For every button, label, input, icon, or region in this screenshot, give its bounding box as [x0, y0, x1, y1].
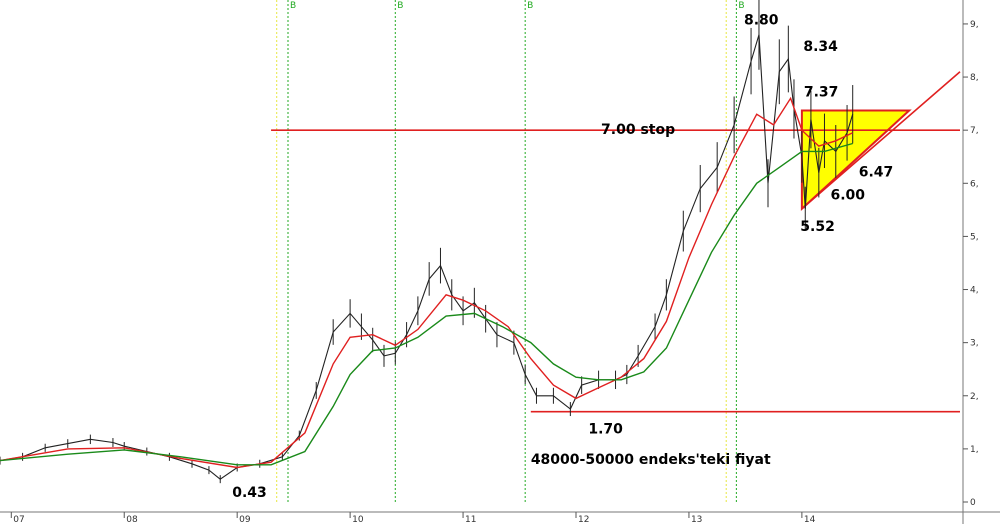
annotation-1: 8.34 — [803, 39, 838, 55]
y-tick-label-2: 2, — [970, 392, 979, 402]
annotation-4: 6.47 — [859, 164, 894, 180]
horizontal-lines — [271, 71, 961, 413]
x-tick-label-6: 13 — [691, 515, 702, 524]
x-tick-label-2: 09 — [239, 515, 251, 524]
y-tick-label-0: 0 — [970, 498, 976, 508]
vertical-marker-label-3: B — [527, 1, 533, 11]
y-tick-label-9: 9, — [970, 20, 979, 30]
y-tick-label-8: 8, — [970, 73, 979, 83]
series-moving-average-long — [0, 142, 853, 466]
vertical-marker-label-2: B — [397, 1, 403, 11]
annotation-0: 8.80 — [744, 13, 779, 29]
annotation-9: 48000-50000 endeks'teki fiyat — [531, 452, 771, 468]
x-tick-label-4: 11 — [465, 515, 476, 524]
annotation-3: 7.00 stop — [601, 122, 675, 138]
y-tick-label-3: 3, — [970, 339, 979, 349]
series-lines — [0, 0, 854, 484]
vertical-marker-label-1: B — [290, 1, 296, 11]
y-tick-label-7: 7, — [970, 126, 979, 136]
vertical-marker-label-5: B — [738, 1, 744, 11]
annotations: 8.80 8.34 7.37 7.00 stop 6.47 6.00 5.52 1.70 0.4… — [232, 13, 893, 502]
x-tick-label-5: 12 — [578, 515, 589, 524]
series-moving-average-short — [0, 96, 853, 469]
x-tick-label-0: 07 — [13, 515, 24, 524]
x-tick-label-3: 10 — [352, 515, 364, 524]
trendline — [801, 71, 961, 210]
annotation-8: 0.43 — [232, 485, 267, 501]
y-tick-label-1: 1, — [970, 445, 979, 455]
annotation-2: 7.37 — [804, 85, 839, 101]
y-tick-label-5: 5, — [970, 232, 979, 242]
annotation-7: 1.70 — [588, 422, 623, 438]
x-tick-label-7: 14 — [804, 515, 816, 524]
series-price-line — [0, 34, 854, 480]
y-tick-label-4: 4, — [970, 286, 979, 296]
x-tick-label-1: 08 — [126, 515, 138, 524]
annotation-6: 5.52 — [800, 219, 835, 235]
y-tick-label-6: 6, — [970, 179, 979, 189]
annotation-5: 6.00 — [830, 187, 865, 203]
